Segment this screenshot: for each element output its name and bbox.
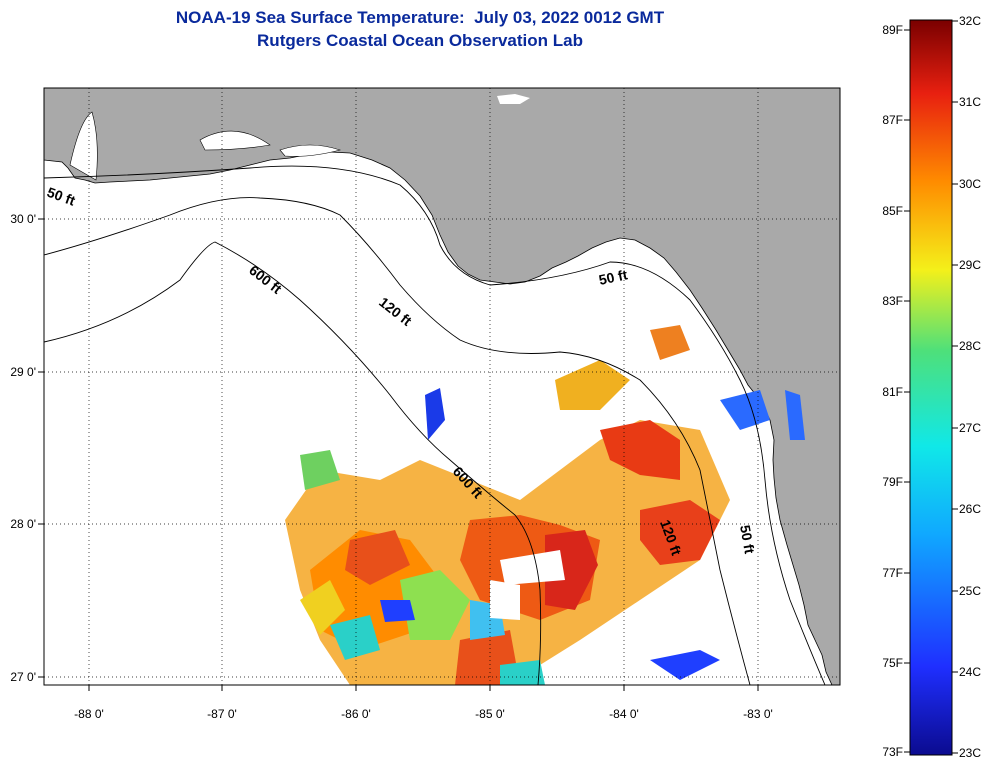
colorbar-f-label: 83F: [882, 294, 903, 308]
title-line-1: NOAA-19 Sea Surface Temperature: July 03…: [175, 8, 665, 27]
colorbar-c-label: 26C: [959, 502, 981, 516]
bay: [199, 130, 271, 151]
colorbar-c-label: 24C: [959, 665, 981, 679]
colorbar-f-label: 77F: [882, 566, 903, 580]
map-frame: [43, 87, 841, 686]
colorbar-c-label: 31C: [959, 95, 981, 109]
contour-50ft: [44, 165, 826, 685]
lake: [497, 94, 530, 104]
colorbar: 89F 87F 85F 83F 81F 79F 77F 75F 73F 32C …: [882, 14, 981, 760]
colorbar-f-label: 75F: [882, 656, 903, 670]
lat-label: 28 0': [10, 517, 36, 531]
colorbar-c-label: 27C: [959, 421, 981, 435]
lat-label: 30 0': [10, 212, 36, 226]
colorbar-f-label: 79F: [882, 475, 903, 489]
lon-label: -84 0': [609, 707, 639, 721]
bay: [69, 111, 98, 181]
lon-label: -83 0': [743, 707, 773, 721]
lon-label: -86 0': [341, 707, 371, 721]
longitude-labels: -88 0' -87 0' -86 0' -85 0' -84 0' -83 0…: [74, 707, 773, 721]
lat-label: 27 0': [10, 670, 36, 684]
contour-label: 50 ft: [597, 266, 629, 288]
lon-label: -85 0': [475, 707, 505, 721]
sst-swath: [285, 325, 805, 685]
colorbar-f-label: 89F: [882, 23, 903, 37]
lon-label: -87 0': [207, 707, 237, 721]
colorbar-c-label: 30C: [959, 177, 981, 191]
lat-label: 29 0': [10, 365, 36, 379]
land-mass: [44, 88, 840, 685]
latitude-labels: 30 0' 29 0' 28 0' 27 0': [10, 212, 36, 684]
title-line-2: Rutgers Coastal Ocean Observation Lab: [257, 31, 583, 50]
colorbar-gradient: [909, 19, 953, 756]
map-title: NOAA-19 Sea Surface Temperature: July 03…: [0, 6, 840, 52]
colorbar-c-label: 32C: [959, 14, 981, 28]
colorbar-f-label: 85F: [882, 204, 903, 218]
lon-label: -88 0': [74, 707, 104, 721]
contour-label: 50 ft: [737, 524, 758, 555]
tick-marks: [38, 218, 759, 691]
colorbar-c-label: 23C: [959, 746, 981, 760]
colorbar-c-label: 25C: [959, 584, 981, 598]
contour-600ft: [44, 241, 542, 685]
contour-120ft: [44, 197, 751, 685]
bay: [279, 144, 342, 157]
graticule: [44, 88, 840, 685]
colorbar-c-label: 28C: [959, 339, 981, 353]
colorbar-f-label: 73F: [882, 745, 903, 759]
colorbar-f-label: 87F: [882, 113, 903, 127]
colorbar-c-label: 29C: [959, 258, 981, 272]
colorbar-f-label: 81F: [882, 385, 903, 399]
